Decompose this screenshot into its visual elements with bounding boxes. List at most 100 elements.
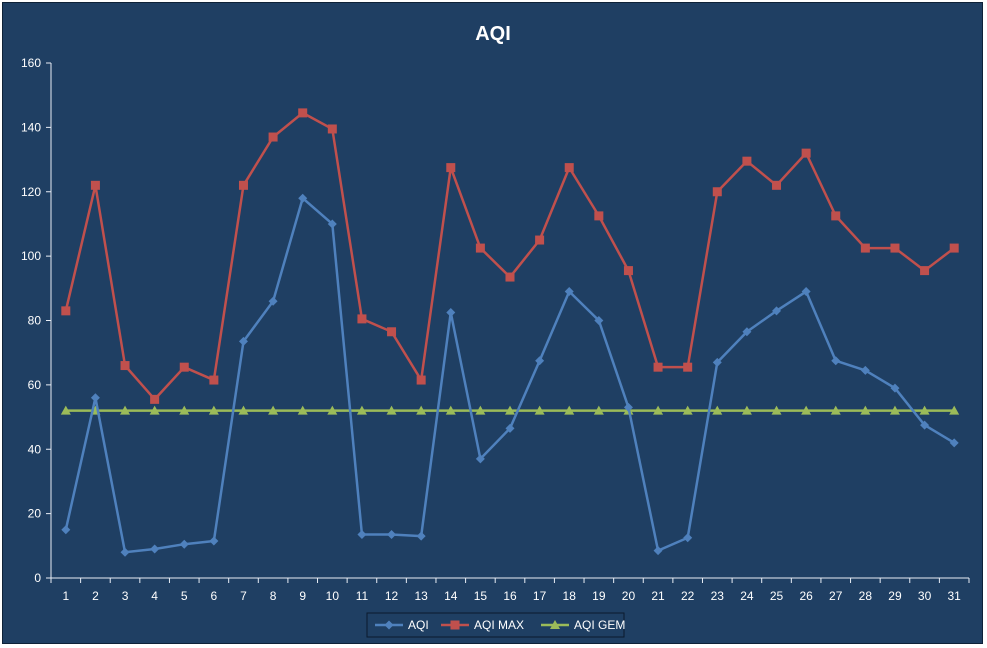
y-tick-label: 160 (21, 56, 41, 70)
x-tick-label: 12 (385, 589, 399, 603)
data-point-aqi-max (357, 314, 367, 324)
data-point-aqi-gem (919, 405, 930, 415)
x-tick-label: 8 (270, 589, 277, 603)
x-tick-label: 10 (326, 589, 340, 603)
x-tick-label: 20 (622, 589, 636, 603)
data-point-aqi-gem (445, 405, 456, 415)
data-point-aqi-max (890, 243, 900, 253)
data-point-aqi (564, 287, 574, 297)
data-point-aqi-max (949, 243, 959, 253)
data-point-aqi-gem (386, 405, 397, 415)
data-point-aqi (475, 454, 485, 464)
x-tick-label: 27 (829, 589, 843, 603)
legend-label: AQI MAX (474, 618, 524, 632)
x-tick-label: 29 (888, 589, 902, 603)
series-line-aqi (64, 196, 955, 554)
data-point-aqi (298, 193, 308, 203)
legend-swatch-marker (550, 620, 560, 629)
data-point-aqi-max (387, 327, 397, 337)
data-point-aqi (446, 307, 456, 317)
data-point-aqi-max (772, 180, 782, 190)
data-point-aqi (179, 539, 189, 549)
data-point-aqi-max (564, 163, 574, 173)
legend-label: AQI (408, 618, 429, 632)
data-point-aqi (357, 530, 367, 540)
data-point-aqi-gem (682, 405, 693, 415)
legend-item-aqi-max: AQI MAX (441, 618, 524, 632)
data-point-aqi-max (209, 375, 219, 385)
data-point-aqi (416, 531, 426, 541)
data-point-aqi-gem (268, 405, 279, 415)
data-point-aqi-max (653, 362, 663, 372)
data-point-aqi-gem (889, 405, 900, 415)
data-point-aqi-gem (801, 405, 812, 415)
data-point-aqi-gem (120, 405, 131, 415)
data-point-aqi (90, 393, 100, 403)
x-tick-label: 24 (740, 589, 754, 603)
series-layer (60, 108, 960, 557)
x-tick-label: 25 (770, 589, 784, 603)
data-point-aqi-max (90, 180, 100, 190)
x-tick-label: 28 (859, 589, 873, 603)
data-point-aqi-gem (208, 405, 219, 415)
data-point-aqi (949, 438, 959, 448)
data-point-aqi-gem (60, 405, 71, 415)
y-tick-label: 120 (21, 185, 41, 199)
data-point-aqi (327, 219, 337, 229)
data-point-aqi (120, 547, 130, 557)
x-tick-label: 5 (181, 589, 188, 603)
legend-item-aqi: AQI (375, 618, 429, 632)
data-point-aqi (594, 316, 604, 325)
chart-title: AQI (475, 23, 511, 45)
data-point-aqi (772, 306, 782, 316)
x-tick-label: 23 (711, 589, 725, 603)
data-point-aqi-gem (149, 405, 160, 415)
x-tick-label: 7 (240, 589, 247, 603)
y-tick-label: 80 (28, 314, 42, 328)
data-point-aqi (801, 287, 811, 297)
series-line-aqi-max (64, 111, 955, 401)
x-tick-label: 13 (414, 589, 428, 603)
y-tick-label: 60 (28, 378, 42, 392)
data-point-aqi (150, 544, 160, 554)
legend-label: AQI GEM (574, 618, 625, 632)
legend-item-aqi-gem: AQI GEM (541, 618, 625, 632)
data-point-aqi-max (801, 148, 811, 158)
x-tick-label: 1 (62, 589, 69, 603)
data-point-aqi-max (712, 187, 722, 197)
data-point-aqi-max (120, 361, 130, 371)
x-tick-label: 3 (122, 589, 129, 603)
data-point-aqi-max (594, 211, 604, 221)
data-point-aqi-gem (416, 405, 427, 415)
data-point-aqi-max (298, 108, 308, 118)
y-tick-label: 40 (28, 442, 42, 456)
data-point-aqi (683, 533, 693, 543)
legend: AQI AQI MAX AQI GEM (366, 612, 625, 638)
x-tick-label: 31 (948, 589, 962, 603)
data-point-aqi-max (327, 124, 337, 134)
legend-box (366, 612, 625, 638)
x-tick-label: 30 (918, 589, 932, 603)
data-point-aqi-max (860, 243, 870, 253)
series-aqi (61, 193, 959, 557)
series-aqi-gem (60, 405, 960, 415)
x-tick-label: 14 (444, 589, 458, 603)
data-point-aqi (860, 365, 870, 375)
data-point-aqi-gem (771, 405, 782, 415)
data-point-aqi-gem (741, 405, 752, 415)
data-point-aqi-max (150, 394, 160, 404)
data-point-aqi-gem (830, 405, 841, 415)
data-point-aqi-max (416, 375, 426, 385)
x-tick-label: 6 (211, 589, 218, 603)
data-point-aqi-max (179, 362, 189, 372)
y-tick-label: 20 (28, 507, 42, 521)
data-point-aqi-gem (564, 405, 575, 415)
data-point-aqi-gem (297, 405, 308, 415)
y-tick-label: 100 (21, 249, 41, 263)
data-point-aqi-max (920, 266, 930, 276)
data-point-aqi-max (535, 235, 545, 245)
x-tick-label: 4 (151, 589, 158, 603)
data-point-aqi (653, 546, 663, 556)
